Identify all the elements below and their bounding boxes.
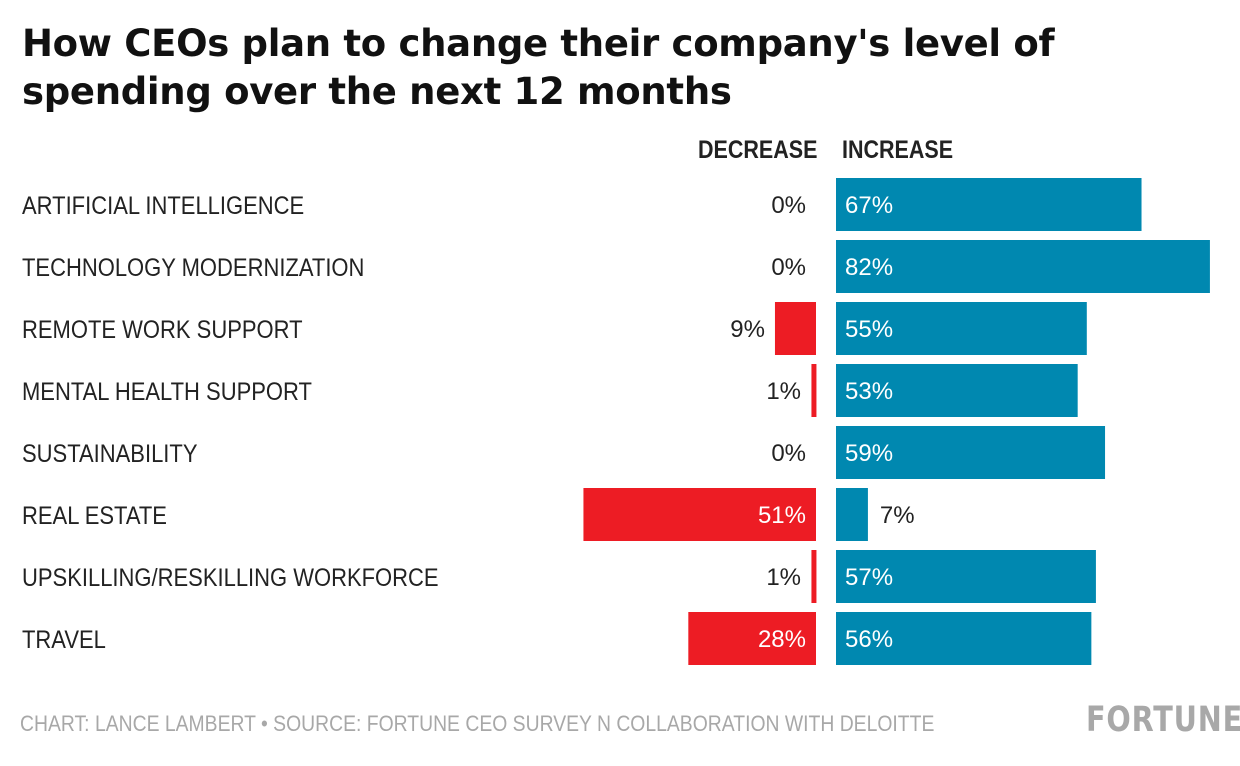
decrease-value-label: 1%	[766, 378, 801, 405]
category-label: TECHNOLOGY MODERNIZATION	[22, 254, 364, 282]
chart-title: How CEOs plan to change their company's …	[22, 22, 1055, 113]
increase-value-label: 59%	[845, 440, 893, 467]
category-label: SUSTAINABILITY	[22, 440, 198, 468]
decrease-bar	[774, 302, 816, 355]
increase-bar	[836, 364, 1078, 417]
increase-bar	[836, 178, 1142, 231]
decrease-value-label: 0%	[771, 440, 806, 467]
increase-value-label: 57%	[845, 564, 893, 591]
category-label: ARTIFICIAL INTELLIGENCE	[22, 192, 304, 220]
decrease-value-label: 28%	[758, 626, 806, 653]
increase-bar	[836, 612, 1092, 665]
decrease-header: DECREASE	[698, 136, 818, 164]
increase-value-label: 67%	[845, 192, 893, 219]
increase-value-label: 53%	[845, 378, 893, 405]
increase-bar	[836, 550, 1096, 603]
increase-bar	[836, 488, 868, 541]
increase-header: INCREASE	[842, 136, 954, 164]
increase-value-label: 56%	[845, 626, 893, 653]
increase-value-label: 82%	[845, 254, 893, 281]
fortune-logo: FORTUNE	[1086, 700, 1240, 740]
decrease-bar	[811, 550, 817, 603]
increase-bar	[836, 302, 1087, 355]
category-label: TRAVEL	[22, 626, 106, 654]
category-label: REMOTE WORK SUPPORT	[22, 316, 303, 344]
decrease-bar	[811, 364, 817, 417]
decrease-value-label: 1%	[766, 564, 801, 591]
category-label: REAL ESTATE	[22, 502, 167, 530]
decrease-bar	[583, 488, 816, 541]
decrease-bar	[688, 612, 816, 665]
source-credit: CHART: LANCE LAMBERT • SOURCE: FORTUNE C…	[20, 711, 935, 736]
decrease-value-label: 9%	[730, 316, 765, 343]
category-label: UPSKILLING/RESKILLING WORKFORCE	[22, 564, 439, 592]
increase-value-label: 7%	[880, 502, 915, 529]
increase-bar	[836, 426, 1106, 479]
decrease-value-label: 0%	[771, 192, 806, 219]
decrease-value-label: 51%	[758, 502, 806, 529]
category-label: MENTAL HEALTH SUPPORT	[22, 378, 312, 406]
increase-value-label: 55%	[845, 316, 893, 343]
increase-bar	[836, 240, 1210, 293]
decrease-value-label: 0%	[771, 254, 806, 281]
